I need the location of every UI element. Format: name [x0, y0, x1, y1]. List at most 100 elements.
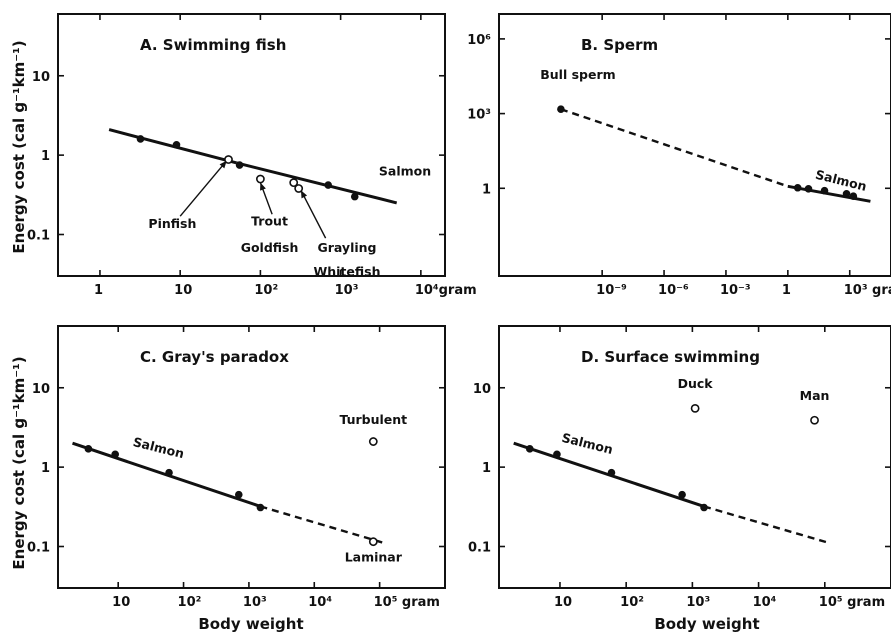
filled-data-point-c-4	[256, 503, 265, 512]
x-tick-label-d-1: 10²	[620, 595, 644, 610]
point-label-c-0: Salmon	[131, 434, 185, 461]
point-label-c-1: Turbulent	[339, 412, 407, 427]
open-data-point-d-6	[810, 415, 819, 425]
y-axis-label-bottom: Energy cost (cal g⁻¹km⁻¹)	[10, 356, 28, 569]
x-tick-label-b-1: 10⁻⁶	[658, 283, 689, 298]
x-tick-label-c-3: 10⁴	[308, 595, 332, 610]
filled-data-point-b-4	[842, 190, 851, 198]
pointer-arrowhead-a-2	[300, 190, 308, 199]
panel-title-d: D. Surface swimming	[581, 348, 760, 366]
solid-trend-line-a-1	[235, 161, 398, 205]
point-label-a-1: Pinfish	[148, 216, 196, 231]
pointer-arrowhead-a-1	[260, 182, 266, 191]
x-tick-label-d-3: 10⁴	[753, 595, 777, 610]
x-tick-label-a-3: 10³	[335, 283, 359, 298]
dashed-trend-line-b-0	[560, 108, 789, 188]
x-tick-label-b-2: 10⁻³	[720, 283, 751, 298]
filled-data-point-a-3	[235, 161, 244, 169]
dashed-trend-line-d-1	[703, 505, 831, 545]
open-data-point-c-6	[368, 537, 378, 547]
panel-title-b: B. Sperm	[581, 36, 658, 54]
point-label-b-0: Bull sperm	[540, 67, 615, 82]
x-tick-label-b-4: 10³ gram	[844, 283, 891, 298]
y-tick-label-c-2: 10	[32, 382, 50, 397]
y-tick-label-c-1: 1	[41, 461, 50, 476]
filled-data-point-b-5	[849, 192, 858, 201]
point-label-a-3: Goldfish	[241, 240, 299, 255]
pointer-arrow-a-0	[179, 160, 228, 217]
point-label-d-0: Salmon	[560, 430, 614, 457]
filled-data-point-d-2	[607, 468, 616, 477]
y-tick-label-a-1: 1	[41, 149, 50, 164]
x-tick-label-c-2: 10³	[243, 595, 267, 610]
filled-data-point-d-3	[678, 490, 686, 499]
point-label-d-1: Duck	[678, 376, 714, 391]
point-label-a-5: Whitefish	[313, 264, 380, 279]
filled-data-point-b-3	[820, 186, 829, 195]
filled-data-point-b-0	[557, 105, 565, 114]
filled-data-point-d-1	[553, 450, 561, 459]
y-tick-label-c-0: 0.1	[27, 540, 50, 555]
x-tick-label-c-0: 10	[112, 595, 130, 610]
panel-b: 10⁻⁹ 10⁻⁶ 10⁻³ 1 10³ gram 1 10³ 10⁶ B. Sperm Bull…	[467, 13, 891, 298]
y-tick-label-b-1: 10³	[467, 108, 491, 123]
dashed-trend-line-c-1	[260, 505, 386, 545]
filled-data-point-b-1	[793, 183, 802, 192]
open-data-point-c-5	[368, 437, 378, 446]
y-axis-label-top: Energy cost (cal g⁻¹km⁻¹)	[10, 40, 28, 253]
x-axis-label-left: Body weight	[198, 615, 303, 633]
y-tick-label-d-0: 0.1	[468, 540, 491, 555]
filled-data-point-c-0	[84, 445, 93, 453]
panel-d: 10 10² 10³ 10⁴ 10⁵ gram 0.1 1 10 D. Surface swim…	[468, 325, 891, 610]
filled-data-point-d-0	[525, 445, 534, 453]
x-tick-label-c-1: 10²	[178, 595, 202, 610]
y-tick-label-b-2: 10⁶	[467, 33, 491, 48]
panel-title-c: C. Gray's paradox	[140, 348, 289, 366]
point-label-a-4: Grayling	[317, 240, 376, 255]
x-tick-label-b-0: 10⁻⁹	[596, 283, 627, 298]
x-tick-label-c-4: 10⁵ gram	[374, 595, 440, 610]
panel-frame-b	[498, 13, 891, 277]
filled-data-point-c-2	[165, 468, 173, 477]
y-tick-label-d-2: 10	[473, 382, 491, 397]
x-tick-label-d-2: 10³	[686, 595, 710, 610]
pointer-arrow-a-2	[300, 190, 327, 239]
solid-trend-line-b-1	[787, 184, 871, 203]
panel-c: 10 10² 10³ 10⁴ 10⁵ gram 0.1 1 10 C. Gray's parad…	[27, 325, 446, 610]
panel-a: 1 10 10² 10³ 10⁴gram 0.1 1 10 A. Swimming fish Sa…	[27, 13, 477, 298]
filled-data-point-a-0	[136, 135, 145, 143]
point-label-c-2: Laminar	[345, 549, 403, 564]
filled-data-point-a-7	[324, 181, 332, 189]
solid-trend-line-a-0	[108, 128, 237, 165]
y-tick-label-b-0: 1	[482, 182, 491, 197]
panel-frame-c	[57, 325, 446, 589]
filled-data-point-a-8	[350, 192, 359, 201]
open-data-point-a-2	[224, 155, 233, 164]
filled-data-point-d-4	[700, 503, 708, 512]
panel-title-a: A. Swimming fish	[140, 36, 286, 54]
chart-panels: 1 10 10² 10³ 10⁴gram 0.1 1 10 A. Swimming fish Sa…	[27, 13, 891, 610]
point-label-a-2: Trout	[251, 213, 288, 228]
open-data-point-a-5	[289, 178, 299, 188]
x-tick-label-a-2: 10²	[254, 283, 278, 298]
filled-data-point-a-1	[172, 140, 181, 149]
x-tick-label-d-0: 10	[554, 595, 572, 610]
open-data-point-a-6	[294, 184, 304, 193]
panel-frame-a	[57, 13, 446, 277]
point-label-d-2: Man	[800, 388, 830, 403]
y-tick-label-a-2: 10	[32, 70, 50, 85]
filled-data-point-c-1	[111, 450, 119, 459]
filled-data-point-c-3	[234, 490, 243, 499]
filled-data-point-b-2	[804, 185, 813, 193]
y-tick-label-a-0: 0.1	[27, 228, 50, 243]
y-tick-label-d-1: 1	[482, 461, 491, 476]
open-data-point-d-5	[690, 403, 700, 413]
panel-frame-d	[498, 325, 891, 589]
x-tick-label-a-4: 10⁴gram	[415, 283, 477, 298]
x-axis-label-right: Body weight	[654, 615, 759, 633]
x-tick-label-a-1: 10	[174, 283, 192, 298]
x-tick-label-d-4: 10⁵ gram	[819, 595, 885, 610]
x-tick-label-a-0: 1	[94, 283, 103, 298]
point-label-a-0: Salmon	[379, 164, 431, 179]
